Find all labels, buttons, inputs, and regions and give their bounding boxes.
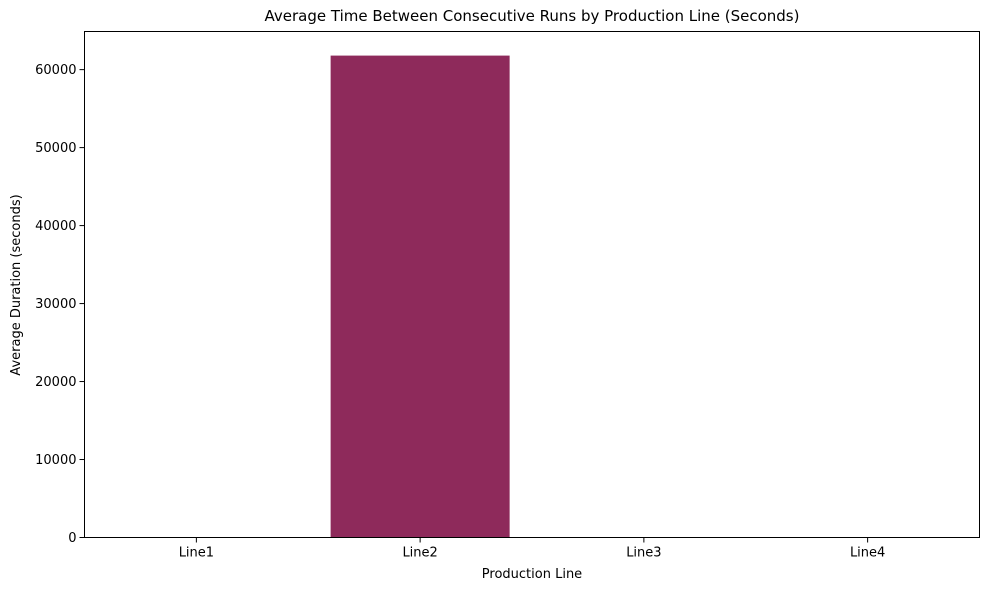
x-tick-label: Line3: [626, 546, 661, 561]
bar-line2: [330, 55, 510, 538]
y-tick-label: 0: [68, 531, 76, 546]
plot-frame: [84, 31, 980, 538]
x-tick-label: Line1: [179, 546, 214, 561]
y-tick-label: 10000: [35, 453, 76, 468]
x-axis-title: Production Line: [482, 567, 582, 582]
x-axis-ticks: Line1 Line2 Line3 Line4: [179, 537, 885, 561]
y-tick-label: 30000: [35, 297, 76, 312]
y-tick-label: 40000: [35, 219, 76, 234]
bars-group: [330, 55, 510, 538]
y-axis-title: Average Duration (seconds): [9, 194, 24, 375]
x-tick-label: Line2: [402, 546, 437, 561]
y-tick-label: 50000: [35, 141, 76, 156]
y-tick-label: 20000: [35, 375, 76, 390]
y-axis-ticks: 0 10000 20000 30000 40000 50000 60000: [35, 63, 85, 546]
y-tick-label: 60000: [35, 63, 76, 78]
chart-title: Average Time Between Consecutive Runs by…: [265, 7, 800, 25]
x-tick-label: Line4: [850, 546, 885, 561]
